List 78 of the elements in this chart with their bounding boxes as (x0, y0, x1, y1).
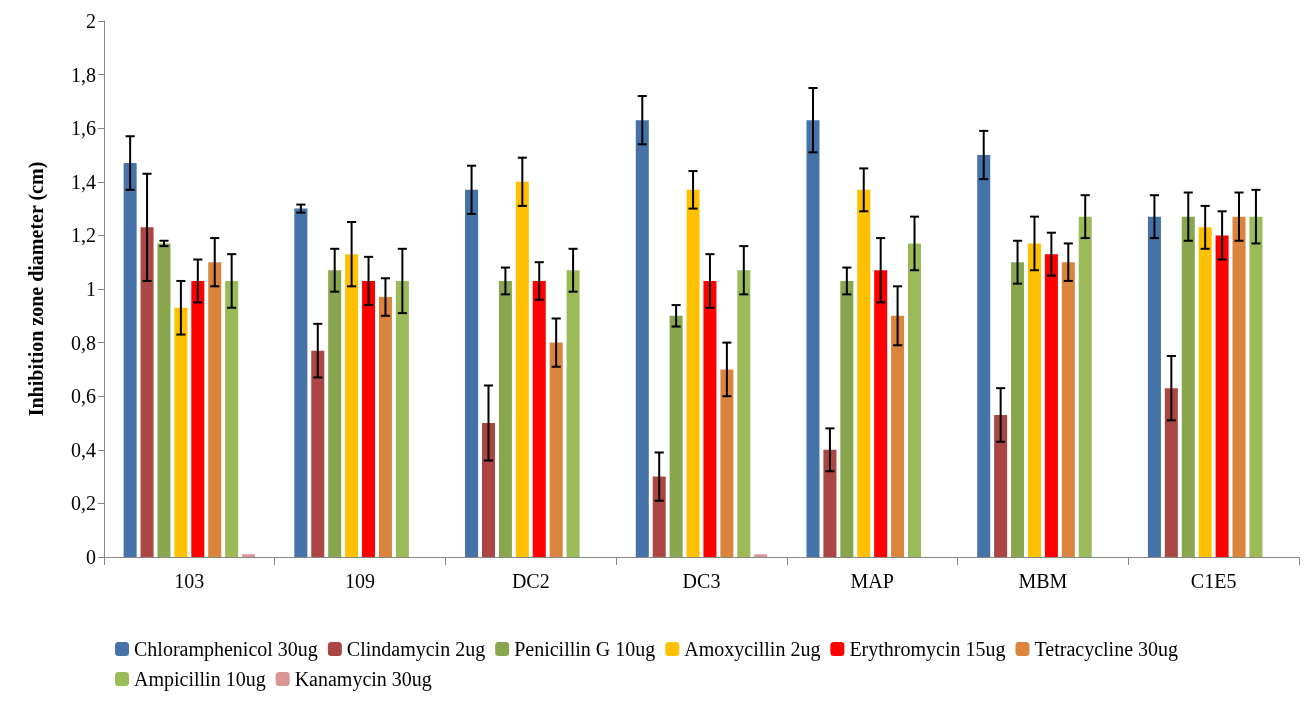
bar (806, 120, 820, 557)
y-tick-label: 1 (86, 278, 96, 300)
bar (378, 297, 392, 557)
bar (481, 423, 495, 557)
bar (549, 342, 563, 557)
bar (1044, 254, 1058, 557)
y-tick-label: 0,6 (71, 385, 96, 408)
bar (140, 227, 154, 557)
y-axis-title: Inhibition zone diameter (cm) (25, 161, 48, 417)
bar (994, 414, 1008, 557)
y-tick-label: 1,4 (71, 170, 96, 193)
bar (515, 181, 529, 557)
bar (1164, 388, 1178, 557)
bar (686, 189, 700, 557)
bar (635, 120, 649, 557)
bar (157, 243, 171, 557)
legend-label: Chloramphenicol 30ug (134, 638, 318, 661)
legend-label: Amoxycillin 2ug (684, 638, 821, 661)
x-tick-label: 109 (345, 570, 376, 592)
bar (1249, 216, 1263, 557)
bar (123, 163, 137, 557)
y-tick-label: 0,8 (71, 331, 96, 354)
legend-label: Erythromycin 15ug (849, 638, 1006, 661)
bar (1198, 227, 1212, 557)
bar (669, 315, 683, 557)
bar (1011, 262, 1025, 557)
y-tick-label: 1,6 (71, 117, 96, 140)
bar (498, 280, 512, 557)
bar (465, 189, 479, 557)
bar (362, 280, 376, 557)
bar (754, 554, 768, 557)
bar (566, 270, 580, 557)
bar (977, 155, 991, 557)
bar (532, 280, 546, 557)
y-tick-label: 2 (86, 10, 96, 32)
bar (1078, 216, 1092, 557)
bar (891, 315, 905, 557)
legend-label: Penicillin G 10ug (514, 638, 656, 661)
bar (737, 270, 751, 557)
x-tick-label: MBM (1018, 570, 1068, 592)
bar (345, 254, 359, 557)
x-tick-label: C1E5 (1190, 570, 1237, 592)
x-tick-label: MAP (850, 570, 894, 592)
bar (1181, 216, 1195, 557)
bar (328, 270, 342, 557)
bar (311, 350, 325, 557)
x-tick-label: DC3 (682, 570, 721, 592)
y-tick-label: 0,4 (71, 438, 96, 461)
bar (1061, 262, 1075, 557)
bar (703, 280, 717, 557)
bar (652, 476, 666, 557)
bar (191, 280, 205, 557)
bar (1027, 243, 1041, 557)
bar (225, 280, 239, 557)
y-tick-label: 1,2 (71, 224, 96, 247)
y-tick-label: 0,2 (71, 492, 96, 515)
bar (294, 208, 308, 557)
bar (174, 307, 188, 557)
legend-label: Clindamycin 2ug (346, 638, 486, 661)
legend-label: Tetracycline 30ug (1034, 638, 1179, 661)
bar (395, 280, 409, 557)
bar (720, 369, 734, 557)
bar (874, 270, 888, 557)
y-tick-label: 0 (86, 546, 96, 568)
bar (1147, 216, 1161, 557)
y-tick-label: 1,8 (71, 63, 96, 86)
legend-label: Ampicillin 10ug (134, 668, 266, 691)
bar (840, 280, 854, 557)
x-tick-label: DC2 (511, 570, 550, 592)
x-tick-label: 103 (174, 570, 205, 592)
bar (908, 243, 922, 557)
bar (242, 554, 256, 557)
bar (208, 262, 222, 557)
bar (1215, 235, 1229, 557)
bar (823, 449, 837, 557)
bar (857, 189, 871, 557)
legend-label: Kanamycin 30ug (294, 668, 432, 691)
bar (1232, 216, 1246, 557)
